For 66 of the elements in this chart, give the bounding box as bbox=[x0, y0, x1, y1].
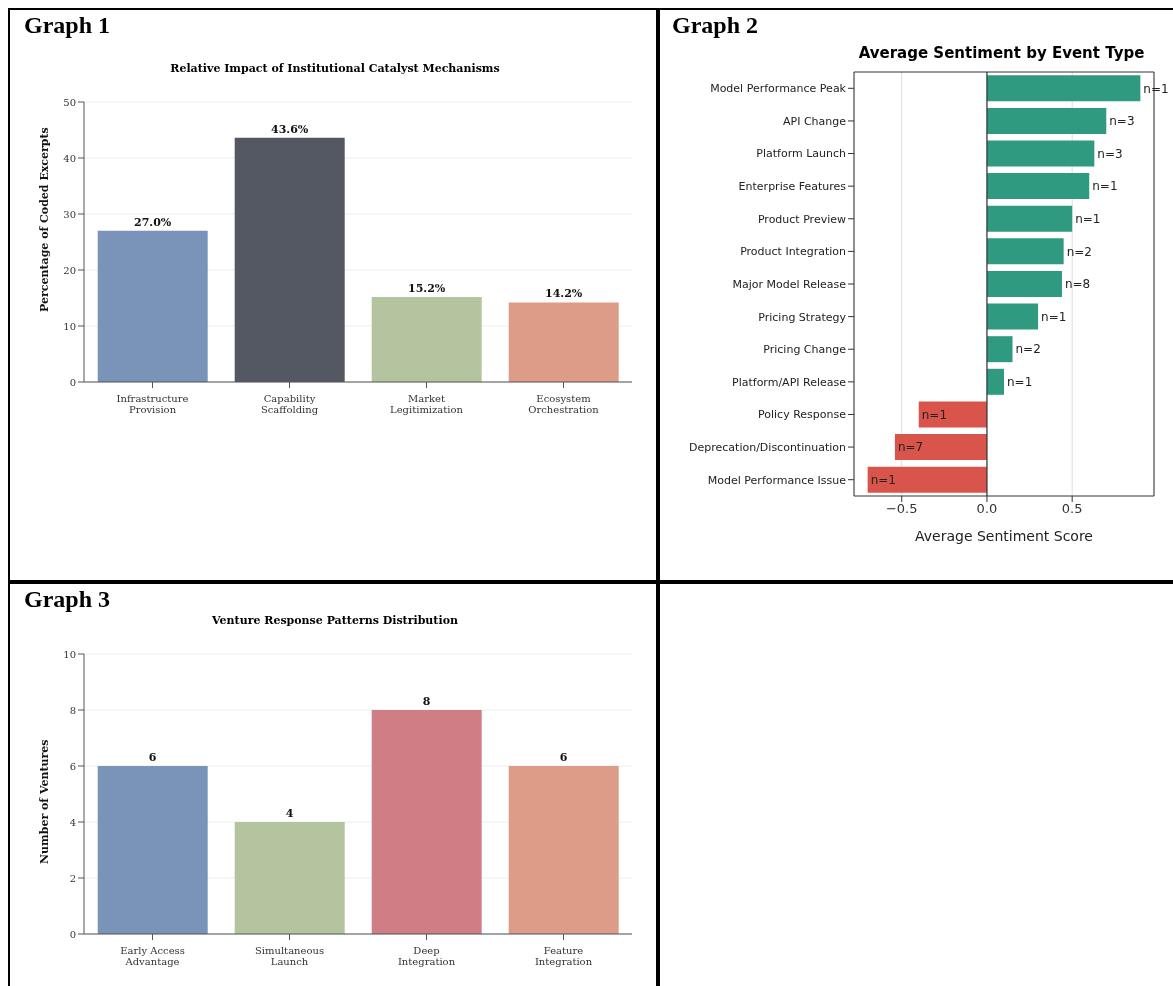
y-tick-label: Enterprise Features bbox=[738, 180, 847, 194]
annotation: n=1 bbox=[1143, 81, 1169, 96]
y-tick-label: Pricing Change bbox=[763, 343, 847, 357]
x-axis-title: Average Sentiment Score bbox=[915, 528, 1093, 544]
y-tick-label: Pricing Strategy bbox=[758, 310, 847, 324]
y-tick-label: 2 bbox=[69, 872, 76, 884]
data-label: 15.2% bbox=[408, 281, 446, 295]
y-tick-label: 0 bbox=[69, 928, 76, 940]
y-tick-label: Product Integration bbox=[740, 245, 847, 259]
x-tick-label: Early Access Advantage bbox=[120, 945, 185, 967]
caption: Graph 3 bbox=[24, 586, 111, 613]
y-tick-label: API Change bbox=[782, 114, 847, 128]
x-tick-label: 0.0 bbox=[976, 501, 998, 517]
x-tick-label: Infrastructure Provision bbox=[116, 393, 189, 415]
chart-title: Relative Impact of Institutional Catalyst Mechanisms bbox=[169, 62, 501, 75]
y-tick-label: 0 bbox=[69, 376, 76, 388]
data-label: 8 bbox=[422, 695, 431, 708]
x-tick-label: Deep Integration bbox=[397, 945, 456, 967]
x-tick-label: Ecosystem Orchestration bbox=[528, 393, 600, 415]
x-tick-label: Simultaneous Launch bbox=[254, 945, 325, 967]
data-label: 43.6% bbox=[271, 122, 309, 136]
data-label: 27.0% bbox=[134, 215, 172, 229]
annotation: n=1 bbox=[921, 407, 948, 422]
y-axis-title: Percentage of Coded Excerpts bbox=[37, 127, 51, 312]
annotation: n=8 bbox=[1064, 277, 1091, 292]
caption: Graph 2 bbox=[672, 12, 759, 39]
y-tick-label: Major Model Release bbox=[732, 277, 847, 291]
y-tick-label: Platform Launch bbox=[756, 147, 847, 161]
y-tick-label: 10 bbox=[63, 320, 76, 332]
chart-title: Venture Response Patterns Distribution bbox=[211, 614, 459, 627]
y-tick-label: 10 bbox=[63, 648, 76, 660]
y-tick-label: 20 bbox=[63, 264, 76, 276]
annotation: n=2 bbox=[1066, 244, 1092, 259]
y-tick-label: Policy Response bbox=[758, 408, 847, 422]
annotation: n=3 bbox=[1109, 114, 1135, 129]
y-tick-label: Model Performance Peak bbox=[710, 82, 847, 96]
y-tick-label: Deprecation/Discontinuation bbox=[689, 440, 847, 454]
y-tick-label: 30 bbox=[63, 208, 76, 220]
y-tick-label: Product Preview bbox=[757, 212, 846, 226]
x-tick-label: Feature Integration bbox=[534, 945, 593, 967]
annotation: n=1 bbox=[1092, 179, 1118, 194]
annotation: n=3 bbox=[1097, 146, 1123, 161]
y-tick-label: Model Performance Issue bbox=[707, 473, 847, 487]
annotation: n=7 bbox=[897, 440, 924, 455]
annotation: n=1 bbox=[1075, 212, 1101, 227]
y-tick-label: 40 bbox=[63, 152, 76, 164]
x-tick-label: Capability Scaffolding bbox=[260, 393, 319, 415]
x-tick-label: −0.5 bbox=[885, 501, 918, 517]
data-label: 4 bbox=[285, 807, 294, 820]
y-tick-label: 8 bbox=[69, 704, 76, 716]
annotation: n=1 bbox=[1041, 309, 1067, 324]
y-tick-label: 4 bbox=[69, 816, 76, 828]
x-tick-label: Market Legitimization bbox=[390, 393, 464, 415]
y-tick-label: 50 bbox=[63, 96, 76, 108]
annotation: n=1 bbox=[1007, 375, 1033, 390]
chart-title: Average Sentiment by Event Type bbox=[857, 44, 1146, 62]
y-tick-label: Platform/API Release bbox=[732, 375, 847, 389]
annotation: n=1 bbox=[870, 472, 896, 487]
data-label: 14.2% bbox=[545, 287, 583, 301]
x-tick-label: 0.5 bbox=[1061, 501, 1083, 517]
y-axis-title: Number of Ventures bbox=[37, 739, 51, 864]
data-label: 6 bbox=[559, 751, 568, 764]
data-label: 6 bbox=[148, 751, 157, 764]
caption: Graph 1 bbox=[24, 12, 111, 39]
y-tick-label: 6 bbox=[69, 760, 76, 772]
annotation: n=2 bbox=[1015, 342, 1041, 357]
